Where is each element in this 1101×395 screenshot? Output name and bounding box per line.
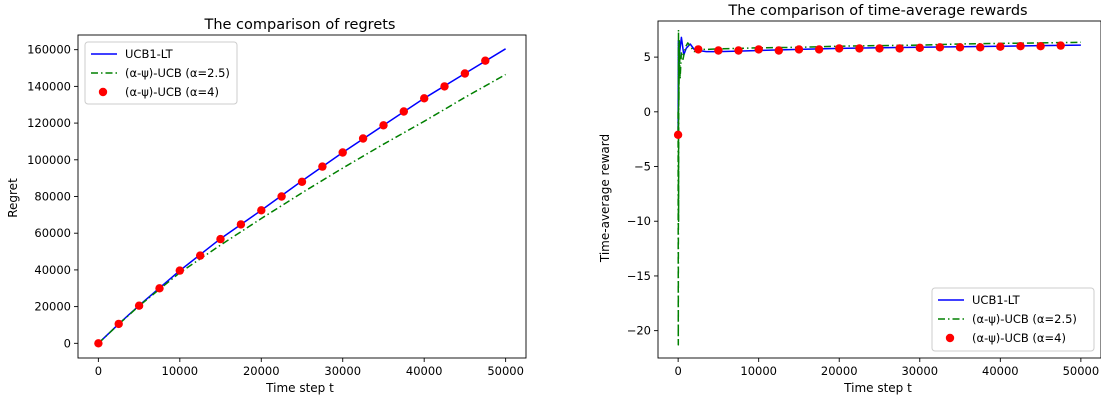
legend: UCB1-LT (α-ψ)-UCB (α=2.5) (α-ψ)-UCB (α=4) <box>931 287 1095 352</box>
y-tick-label: 60000 <box>34 226 71 240</box>
time-average-reward-chart: The comparison of time-average rewards T… <box>598 3 1101 395</box>
legend-label: (α-ψ)-UCB (α=4) <box>972 331 1066 345</box>
series-line <box>97 73 506 344</box>
y-tick-label: 0 <box>644 105 651 119</box>
data-point <box>134 301 144 310</box>
data-point <box>297 177 307 186</box>
x-tick-label: 30000 <box>324 364 361 378</box>
x-axis-label: Time step t <box>265 381 334 395</box>
legend-label: (α-ψ)-UCB (α=2.5) <box>972 312 1077 326</box>
x-tick-label: 40000 <box>982 364 1019 378</box>
data-point <box>399 107 408 116</box>
data-point <box>935 43 945 52</box>
y-tick-label: 80000 <box>34 190 71 204</box>
data-point <box>460 69 470 78</box>
regret-chart: The comparison of regrets Time step t Re… <box>6 17 527 395</box>
data-point <box>1036 42 1045 51</box>
data-point <box>1016 42 1025 51</box>
x-axis-label: Time step t <box>843 381 912 395</box>
y-tick-label: 20000 <box>34 300 71 314</box>
data-point <box>855 44 864 53</box>
data-point <box>915 43 924 52</box>
data-point <box>481 56 490 65</box>
y-tick-label: 5 <box>644 50 651 64</box>
data-point <box>794 45 804 54</box>
x-tick-label: 0 <box>95 364 102 378</box>
y-tick-label: 160000 <box>27 43 71 57</box>
data-point <box>236 220 246 229</box>
data-point <box>155 284 164 293</box>
axes-frame <box>657 20 1101 359</box>
legend-label: UCB1-LT <box>972 293 1021 307</box>
y-tick-label: 140000 <box>27 79 71 93</box>
data-point <box>175 266 184 275</box>
data-point <box>996 42 1005 51</box>
x-tick-label: 20000 <box>243 364 280 378</box>
data-point <box>338 148 347 157</box>
legend-box <box>84 41 238 105</box>
y-tick-label: 100000 <box>27 153 71 167</box>
data-point <box>875 44 884 53</box>
chart-title: The comparison of time-average rewards <box>727 3 1027 19</box>
legend-label: UCB1-LT <box>125 47 174 61</box>
x-tick-label: 50000 <box>487 364 524 378</box>
data-point <box>277 192 286 201</box>
data-point <box>1056 41 1065 50</box>
legend-marker <box>945 333 955 343</box>
series-1 <box>677 29 1081 346</box>
x-tick-label: 50000 <box>1063 364 1100 378</box>
data-point <box>754 45 763 54</box>
data-point <box>835 44 844 53</box>
x-tick-label: 30000 <box>901 364 938 378</box>
data-point <box>694 45 703 54</box>
data-point <box>814 45 824 54</box>
y-tick-label: −20 <box>627 324 651 338</box>
x-tick-label: 10000 <box>162 364 199 378</box>
legend-marker <box>98 87 108 97</box>
y-tick-label: −5 <box>634 160 651 174</box>
data-point <box>976 43 985 52</box>
data-point <box>114 319 123 329</box>
data-point <box>734 46 743 55</box>
data-point <box>673 130 683 139</box>
series-1 <box>97 73 506 344</box>
y-tick-label: −15 <box>627 269 651 283</box>
data-point <box>318 162 327 171</box>
y-tick-label: −10 <box>627 214 651 228</box>
y-axis-label: Regret <box>6 178 20 218</box>
legend-label: (α-ψ)-UCB (α=4) <box>125 85 219 99</box>
y-tick-label: 40000 <box>34 263 71 277</box>
y-tick-label: 120000 <box>27 116 71 130</box>
legend-label: (α-ψ)-UCB (α=2.5) <box>125 66 230 80</box>
data-point <box>774 46 783 55</box>
data-point <box>94 339 103 348</box>
data-point <box>714 46 723 55</box>
data-point <box>379 121 388 130</box>
legend-box <box>931 287 1095 352</box>
x-tick-label: 20000 <box>821 364 858 378</box>
series-line <box>677 29 1081 346</box>
data-point <box>358 134 368 143</box>
data-point <box>216 234 225 244</box>
legend: UCB1-LT (α-ψ)-UCB (α=2.5) (α-ψ)-UCB (α=4) <box>84 41 238 105</box>
data-point <box>440 82 449 91</box>
data-point <box>257 206 266 215</box>
data-point <box>955 43 965 52</box>
data-point <box>895 44 904 53</box>
data-point <box>196 251 205 260</box>
x-tick-label: 40000 <box>406 364 443 378</box>
y-axis-label: Time-average reward <box>598 134 612 263</box>
data-point <box>420 94 429 103</box>
x-tick-label: 0 <box>674 364 681 378</box>
y-tick-label: 0 <box>64 336 71 350</box>
x-tick-label: 10000 <box>740 364 777 378</box>
chart-title: The comparison of regrets <box>203 17 395 33</box>
series-2 <box>673 41 1065 139</box>
series-2 <box>94 56 490 348</box>
